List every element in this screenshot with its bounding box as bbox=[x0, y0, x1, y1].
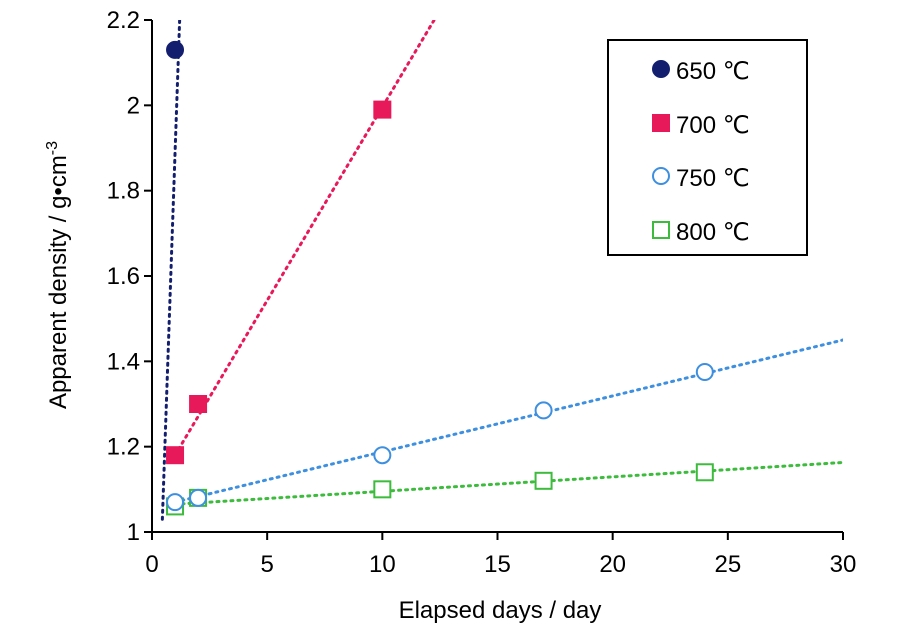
data-point-series-2 bbox=[189, 488, 208, 507]
data-point-series-3 bbox=[373, 480, 392, 499]
data-point-series-0 bbox=[166, 40, 185, 59]
y-tick-label: 1.2 bbox=[107, 434, 140, 461]
data-point-series-1 bbox=[373, 100, 392, 119]
data-point-series-2 bbox=[695, 363, 714, 381]
y-tick-label: 1.4 bbox=[107, 348, 140, 375]
x-tick-label: 10 bbox=[369, 551, 396, 578]
legend-symbol-series-2 bbox=[652, 167, 670, 185]
data-point-series-3 bbox=[534, 471, 553, 490]
tick-labels: 0 5 10 15 20 25 30 1 1.2 1.4 1.6 1.8 2 2.2 bbox=[107, 7, 857, 578]
data-point-series-1 bbox=[166, 446, 185, 465]
trendline-series-3 bbox=[173, 460, 843, 506]
data-point-series-2 bbox=[534, 401, 553, 420]
data-markers bbox=[166, 40, 714, 516]
legend-label-750: 750 ℃ bbox=[676, 165, 750, 192]
legend-label-800: 800 ℃ bbox=[676, 219, 750, 246]
trendline-series-1 bbox=[173, 20, 436, 457]
x-tick-label: 5 bbox=[260, 551, 273, 578]
axis-ticks bbox=[144, 19, 844, 540]
x-tick-label: 25 bbox=[714, 551, 741, 578]
y-tick-label: 1.6 bbox=[107, 263, 140, 290]
data-point-series-2 bbox=[166, 493, 185, 512]
x-tick-label: 30 bbox=[830, 551, 857, 578]
legend-label-650: 650 ℃ bbox=[676, 58, 750, 85]
legend-label-700: 700 ℃ bbox=[676, 112, 750, 139]
x-tick-label: 0 bbox=[145, 551, 158, 578]
data-point-series-1 bbox=[189, 395, 208, 413]
x-axis-label: Elapsed days / day bbox=[399, 597, 602, 624]
legend-box bbox=[607, 39, 808, 256]
y-tick-label: 1.8 bbox=[107, 178, 140, 205]
trendline-series-2 bbox=[173, 338, 843, 504]
legend-symbol-series-3 bbox=[652, 221, 670, 239]
y-axis-label-superscript: -3 bbox=[44, 141, 61, 155]
y-tick-label: 2 bbox=[127, 92, 140, 119]
trendline-series-0 bbox=[160, 20, 182, 521]
legend-symbol-series-1 bbox=[652, 114, 670, 132]
trendlines bbox=[160, 20, 843, 521]
legend-symbol-series-0 bbox=[652, 60, 670, 78]
data-point-series-3 bbox=[695, 463, 714, 482]
legend: 650 ℃ 700 ℃ 750 ℃ 800 ℃ bbox=[607, 39, 808, 256]
x-tick-label: 20 bbox=[599, 551, 626, 578]
data-point-series-2 bbox=[373, 446, 392, 465]
x-tick-label: 15 bbox=[484, 551, 511, 578]
y-axis-label-main: Apparent density / g•cm bbox=[45, 155, 72, 409]
y-tick-label: 1 bbox=[127, 519, 140, 546]
legend-items bbox=[652, 60, 670, 239]
y-axis-label: Apparent density / g•cm-3 bbox=[44, 141, 72, 409]
y-tick-label: 2.2 bbox=[107, 7, 140, 34]
